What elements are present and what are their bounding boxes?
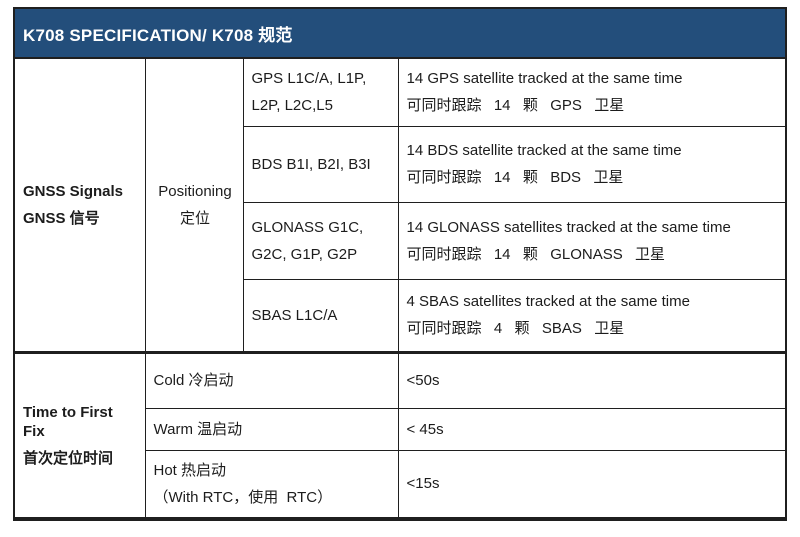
positioning-label-zh: 定位 — [179, 209, 210, 227]
signal-line: L2P, L2C,L5 — [251, 97, 333, 115]
value-text: < 45s — [406, 420, 444, 438]
signal-cell-sbas: SBAS L1C/A — [242, 278, 399, 353]
gnss-signals-label-zh: GNSS 信号 — [23, 209, 100, 227]
mode-cell-hot-start: Hot 热启动 （With RTC，使用 RTC） — [144, 449, 399, 519]
gnss-signals-label-en: GNSS Signals — [23, 182, 124, 200]
value-text: <15s — [406, 475, 440, 492]
gnss-signals-label-cell: GNSS Signals GNSS 信号 — [13, 57, 146, 353]
mode-cell-cold-start: Cold 冷启动 — [144, 350, 399, 409]
positioning-label-cell: Positioning 定位 — [144, 57, 244, 353]
signal-line: G2C, G1P, G2P — [251, 245, 358, 263]
signal-cell-glonass: GLONASS G1C, G2C, G1P, G2P — [242, 201, 399, 280]
desc-cell-bds: 14 BDS satellite tracked at the same tim… — [397, 125, 787, 203]
signal-line: GLONASS G1C, — [251, 218, 364, 236]
table-title-row: K708 SPECIFICATION/ K708 规范 — [13, 7, 787, 59]
mode-cell-warm-start: Warm 温启动 — [144, 407, 399, 451]
k708-specification-table: K708 SPECIFICATION/ K708 规范 GNSS Signals… — [13, 7, 788, 521]
desc-line-zh: 可同时跟踪 14 颗 GLONASS 卫星 — [406, 245, 666, 263]
signal-line: BDS B1I, B2I, B3I — [251, 155, 371, 173]
mode-line: Cold 冷启动 — [153, 372, 234, 389]
value-text: <50s — [406, 372, 440, 389]
value-cell-warm-start: < 45s — [397, 407, 787, 451]
desc-cell-gps: 14 GPS satellite tracked at the same tim… — [397, 57, 787, 127]
table-row: Time to First Fix 首次定位时间 Cold 冷启动 <50s — [13, 350, 787, 519]
desc-line-zh: 可同时跟踪 14 颗 BDS 卫星 — [406, 169, 624, 186]
mode-line: Hot 热启动 — [153, 461, 227, 479]
table-row: Hot 热启动 （With RTC，使用 RTC） <15s — [14, 449, 787, 519]
signal-cell-bds: BDS B1I, B2I, B3I — [242, 125, 399, 203]
table-row: SBAS L1C/A 4 SBAS satellites tracked at … — [14, 278, 787, 353]
desc-cell-sbas: 4 SBAS satellites tracked at the same ti… — [397, 278, 787, 353]
table-title: K708 SPECIFICATION/ K708 规范 — [13, 7, 787, 59]
desc-line-en: 14 GPS satellite tracked at the same tim… — [406, 70, 683, 88]
signal-line: SBAS L1C/A — [251, 306, 338, 324]
desc-line-en: 14 GLONASS satellites tracked at the sam… — [406, 218, 731, 236]
value-cell-cold-start: <50s — [397, 350, 787, 409]
signal-line: GPS L1C/A, L1P, — [251, 70, 367, 88]
table-row: BDS B1I, B2I, B3I 14 BDS satellite track… — [14, 125, 787, 203]
desc-cell-glonass: 14 GLONASS satellites tracked at the sam… — [397, 201, 787, 280]
mode-line: （With RTC，使用 RTC） — [153, 488, 333, 506]
desc-line-en: 14 BDS satellite tracked at the same tim… — [406, 142, 682, 159]
table-row: GNSS Signals GNSS 信号 Positioning 定位 GPS … — [13, 57, 787, 353]
desc-line-zh: 可同时跟踪 4 颗 SBAS 卫星 — [406, 320, 625, 337]
ttff-label-zh: 首次定位时间 — [23, 449, 114, 467]
signal-cell-gps: GPS L1C/A, L1P, L2P, L2C,L5 — [242, 57, 399, 127]
table-row: Warm 温启动 < 45s — [14, 407, 787, 451]
desc-line-zh: 可同时跟踪 14 颗 GPS 卫星 — [406, 97, 625, 115]
value-cell-hot-start: <15s — [397, 449, 787, 519]
desc-line-en: 4 SBAS satellites tracked at the same ti… — [406, 293, 690, 310]
mode-line: Warm 温启动 — [153, 420, 243, 438]
ttff-label-en: Time to First Fix — [23, 403, 117, 440]
positioning-label-en: Positioning — [158, 182, 232, 200]
table-row: GLONASS G1C, G2C, G1P, G2P 14 GLONASS sa… — [14, 201, 787, 280]
ttff-label-cell: Time to First Fix 首次定位时间 — [13, 350, 146, 519]
